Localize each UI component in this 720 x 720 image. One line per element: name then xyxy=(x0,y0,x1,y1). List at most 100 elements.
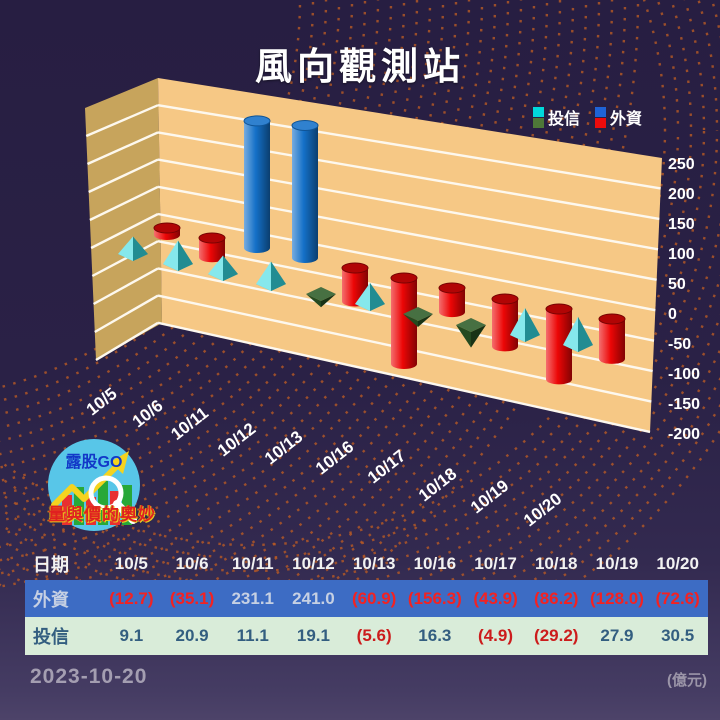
gridline-side xyxy=(95,321,159,362)
logo-text: 露股GO xyxy=(66,453,123,471)
table-header-date: 10/12 xyxy=(292,554,335,573)
bar-foreign-10/16 xyxy=(390,272,418,369)
y-axis-tick: -50 xyxy=(668,336,691,353)
table-header-date: 10/11 xyxy=(231,554,274,573)
gridline-side xyxy=(88,158,159,194)
chart-side-wall xyxy=(85,78,162,360)
dot-arc xyxy=(0,0,667,547)
bar-foreign-10/12 xyxy=(291,119,319,263)
table-cell: (12.7) xyxy=(101,580,162,617)
table-header-label: 日期 xyxy=(33,555,69,575)
gridline-side xyxy=(85,104,159,138)
table-row-label: 投信 xyxy=(25,617,101,655)
x-axis-date-label: 10/6 xyxy=(129,396,167,431)
table-cell: (4.9) xyxy=(465,617,526,655)
logo-bar-icon xyxy=(122,485,132,525)
gridline-side xyxy=(94,294,159,334)
gridline xyxy=(157,185,657,281)
dot-arc xyxy=(0,0,706,586)
marker-trust-10/17 xyxy=(403,307,433,327)
logo-bar-icon xyxy=(74,487,84,525)
y-axis-tick: 250 xyxy=(668,156,695,173)
marker-trust-10/13 xyxy=(306,287,336,308)
table-cell: 19.1 xyxy=(283,617,344,655)
y-axis-tick: 0 xyxy=(668,306,677,323)
marker-trust-10/11 xyxy=(208,255,238,281)
table-cell: 30.5 xyxy=(647,617,708,655)
dot-arc xyxy=(0,0,719,588)
table-cell: (60.9) xyxy=(343,580,405,617)
marker-trust-10/6 xyxy=(163,240,193,271)
gridline-side xyxy=(90,212,159,250)
logo-bar-icon xyxy=(98,481,108,525)
table-cell: (43.9) xyxy=(465,580,526,617)
bar-foreign-10/11 xyxy=(243,115,271,254)
chart-back-wall xyxy=(158,78,662,432)
table-cell: (72.6) xyxy=(647,580,708,617)
logo-caption: 量與價的奧妙 xyxy=(48,505,156,524)
foreign-swatch xyxy=(595,106,607,128)
bar-foreign-10/20 xyxy=(598,313,626,364)
background-dot-pattern xyxy=(0,0,720,588)
table-cell: (156.3) xyxy=(404,580,466,617)
y-axis-tick: -150 xyxy=(668,396,700,413)
footer-date: 2023-10-20 xyxy=(30,665,148,688)
table-cell: 241.0 xyxy=(283,580,344,617)
table-cell: 16.3 xyxy=(404,617,466,655)
x-axis-date-label: 10/20 xyxy=(520,489,565,530)
table-cell: (29.2) xyxy=(525,617,587,655)
y-axis-tick: 150 xyxy=(668,216,695,233)
bar-foreign-10/5 xyxy=(153,222,181,240)
gridline xyxy=(157,131,660,221)
x-axis-date-label: 10/5 xyxy=(83,384,121,419)
trust-swatch xyxy=(533,106,544,128)
table-header-date: 10/16 xyxy=(413,554,457,573)
table-cell: (86.2) xyxy=(525,580,587,617)
table-cell: 9.1 xyxy=(101,617,162,655)
bar-foreign-10/18 xyxy=(491,293,519,352)
bar-foreign-10/6 xyxy=(198,232,226,263)
y-axis-tick: -100 xyxy=(668,366,700,383)
x-axis-date-label: 10/19 xyxy=(467,476,512,517)
x-axis-date-label: 10/13 xyxy=(261,427,306,468)
marker-trust-10/19 xyxy=(510,308,540,342)
logo-bar-icon xyxy=(62,495,72,525)
table-header-date: 10/19 xyxy=(595,554,639,573)
table-cell: 20.9 xyxy=(161,617,223,655)
foreign-negative-swatch xyxy=(595,117,607,128)
legend-item-foreign: 外資 xyxy=(595,105,642,129)
legend: 投信 外資 xyxy=(533,105,642,129)
marker-trust-10/18 xyxy=(456,318,486,348)
unit-label: (億元) xyxy=(667,672,707,689)
x-axis-date-label: 10/16 xyxy=(312,437,357,478)
brand-logo: 露股GO 量與價的奧妙 xyxy=(34,437,169,537)
y-axis-tick: -200 xyxy=(668,426,700,443)
table-header-date: 10/20 xyxy=(656,554,699,573)
legend-label-trust: 投信 xyxy=(548,111,581,128)
x-axis-date-label: 10/11 xyxy=(167,403,211,444)
trust-negative-swatch xyxy=(533,117,544,128)
table-cell: (128.0) xyxy=(586,580,648,617)
table-header-date: 10/6 xyxy=(175,554,209,573)
y-axis-tick: 200 xyxy=(668,186,695,203)
table-cell: 231.1 xyxy=(222,580,284,617)
marker-trust-10/20 xyxy=(563,316,593,352)
marker-trust-10/12 xyxy=(256,261,286,291)
table-cell: (5.6) xyxy=(343,617,405,655)
gridline-side xyxy=(89,185,159,222)
gridline xyxy=(157,158,659,251)
table-header-date: 10/5 xyxy=(114,554,148,573)
table-cell: 11.1 xyxy=(222,617,284,655)
table-header-date: 10/18 xyxy=(534,554,578,573)
bar-foreign-10/17 xyxy=(438,282,466,318)
trust-positive-swatch xyxy=(533,106,544,117)
table-cell: 27.9 xyxy=(586,617,648,655)
logo-trend-arrow-icon xyxy=(51,462,121,508)
foreign-positive-swatch xyxy=(595,106,607,117)
logo-graphic: 露股GO xyxy=(48,439,140,531)
marker-trust-10/16 xyxy=(355,282,385,311)
marker-trust-10/5 xyxy=(118,236,148,261)
y-axis-tick: 100 xyxy=(668,246,695,263)
page-title: 風向觀測站 xyxy=(255,46,465,87)
